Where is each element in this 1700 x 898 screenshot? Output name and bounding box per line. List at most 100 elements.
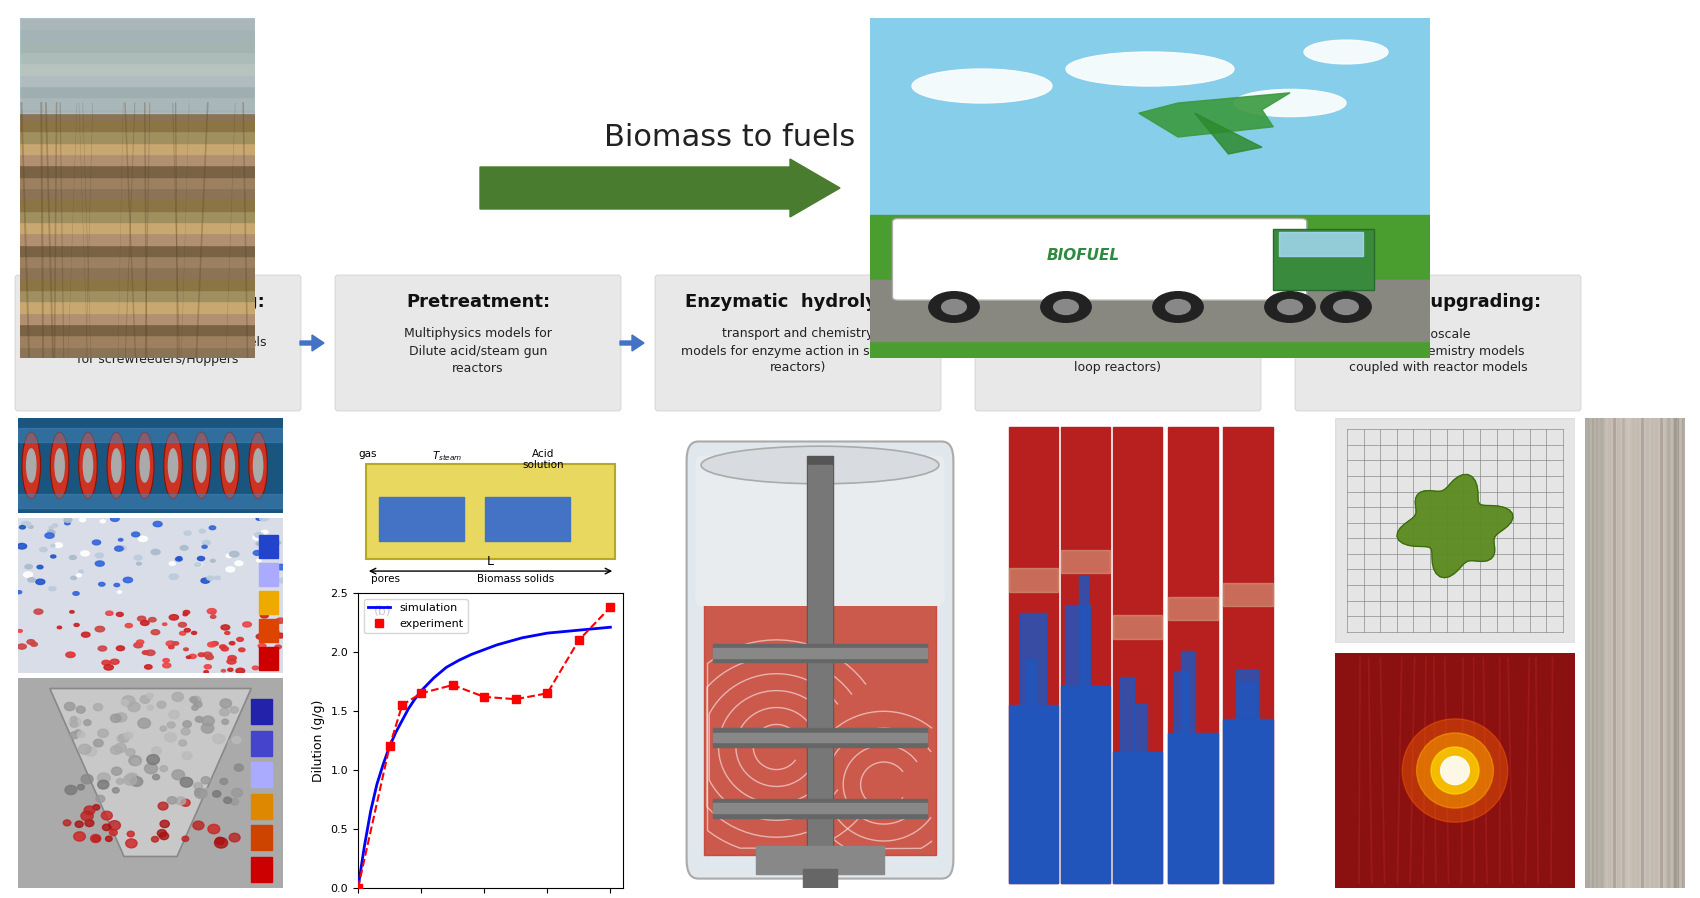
simulation (393, 715, 413, 726)
Circle shape (139, 696, 150, 703)
Circle shape (80, 518, 85, 522)
Circle shape (207, 577, 214, 580)
Bar (258, 647, 277, 670)
experiment (474, 691, 495, 702)
Circle shape (1431, 747, 1479, 794)
Circle shape (928, 292, 979, 322)
Bar (258, 563, 277, 586)
Circle shape (126, 623, 133, 628)
Ellipse shape (112, 449, 121, 482)
Circle shape (153, 774, 160, 779)
Ellipse shape (22, 432, 41, 498)
Circle shape (116, 713, 128, 722)
experiment (379, 741, 400, 752)
Text: Acid
solution: Acid solution (522, 449, 564, 471)
Circle shape (65, 518, 71, 523)
Circle shape (17, 629, 22, 632)
simulation (537, 628, 558, 638)
Bar (20, 137, 255, 154)
Bar (484, 497, 570, 541)
Bar (1008, 427, 1057, 884)
Circle shape (279, 578, 286, 583)
simulation (405, 694, 425, 705)
Text: Multiphysics models for
Dilute acid/steam gun
reactors: Multiphysics models for Dilute acid/stea… (405, 328, 552, 374)
Ellipse shape (54, 449, 65, 482)
Circle shape (265, 630, 272, 635)
Circle shape (235, 764, 243, 771)
Circle shape (39, 548, 48, 551)
Bar (1008, 568, 1057, 592)
Bar (870, 198, 1430, 212)
Bar (20, 295, 255, 313)
Bar (870, 14, 1430, 28)
Circle shape (1440, 756, 1469, 785)
Circle shape (82, 774, 94, 784)
Bar (1671, 418, 1674, 888)
Circle shape (146, 650, 155, 656)
Circle shape (71, 577, 76, 580)
simulation (449, 655, 469, 665)
Bar (20, 80, 255, 97)
Bar (1238, 682, 1256, 724)
Circle shape (146, 754, 160, 764)
Circle shape (942, 300, 966, 314)
Circle shape (236, 638, 243, 641)
Circle shape (211, 612, 216, 614)
Bar (712, 798, 926, 817)
Circle shape (58, 732, 68, 741)
Bar (20, 205, 255, 222)
Circle shape (202, 541, 211, 545)
Circle shape (190, 697, 197, 702)
Bar (870, 117, 1430, 130)
Circle shape (1416, 733, 1493, 808)
Circle shape (230, 707, 238, 713)
Bar (1168, 733, 1217, 884)
Circle shape (204, 665, 211, 669)
Circle shape (189, 655, 196, 658)
Circle shape (184, 611, 190, 614)
Circle shape (153, 522, 162, 526)
Circle shape (201, 578, 209, 583)
Bar (20, 285, 255, 302)
FancyArrow shape (479, 159, 840, 217)
simulation (372, 759, 393, 770)
Circle shape (158, 802, 168, 810)
Circle shape (95, 796, 105, 803)
Bar (20, 57, 255, 75)
Circle shape (102, 660, 110, 665)
Circle shape (51, 555, 56, 558)
Circle shape (66, 652, 75, 657)
Circle shape (76, 731, 85, 737)
Bar (1678, 418, 1681, 888)
Ellipse shape (1066, 52, 1234, 86)
Bar (258, 535, 277, 559)
Circle shape (17, 591, 22, 594)
Circle shape (17, 644, 26, 649)
Ellipse shape (197, 449, 206, 482)
Circle shape (116, 612, 124, 616)
Circle shape (233, 773, 243, 781)
Ellipse shape (168, 449, 178, 482)
FancyBboxPatch shape (654, 275, 942, 411)
FancyBboxPatch shape (1295, 275, 1581, 411)
Polygon shape (1195, 113, 1261, 154)
Bar (756, 846, 884, 874)
Circle shape (78, 570, 83, 573)
Circle shape (221, 625, 230, 630)
Text: Pretreatment:: Pretreatment: (406, 293, 551, 311)
Circle shape (252, 666, 258, 670)
Circle shape (175, 557, 182, 561)
Circle shape (122, 696, 134, 706)
Bar (1681, 418, 1685, 888)
experiment (411, 688, 432, 699)
FancyBboxPatch shape (335, 275, 620, 411)
Circle shape (202, 545, 207, 549)
Circle shape (24, 572, 32, 577)
Circle shape (207, 824, 219, 833)
Circle shape (76, 574, 82, 577)
FancyArrow shape (940, 335, 964, 351)
Circle shape (105, 612, 112, 615)
Circle shape (114, 546, 122, 551)
Bar (1168, 596, 1217, 621)
Bar (1236, 670, 1260, 724)
